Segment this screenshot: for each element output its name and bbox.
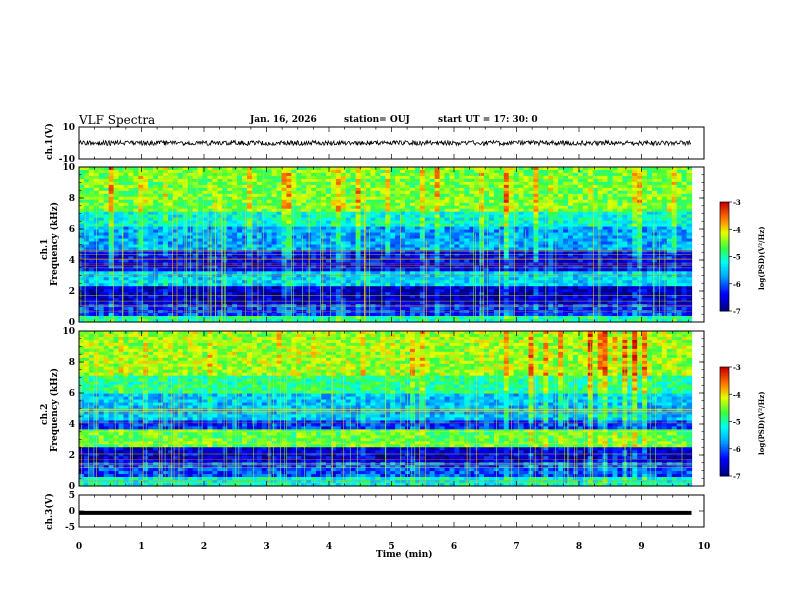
x-tick-label: 1 bbox=[138, 542, 144, 552]
colorbar-tick-label: -4 bbox=[733, 225, 741, 234]
ch1-waveform-trace bbox=[78, 139, 692, 147]
x-tick-label: 8 bbox=[576, 542, 582, 552]
colorbar-tick-label: -6 bbox=[733, 445, 741, 454]
ch2-spectrogram-ytick-label: 8 bbox=[69, 358, 75, 368]
x-tick-label: 3 bbox=[263, 542, 269, 552]
ch1-waveform-ytick-label: -10 bbox=[59, 155, 75, 165]
ch1-spectrogram-ytick-label: 8 bbox=[69, 194, 75, 204]
ch1-spectrogram-ytick-label: 2 bbox=[69, 287, 75, 297]
colorbar-tick-label: -7 bbox=[733, 472, 741, 481]
x-tick-label: 4 bbox=[326, 542, 332, 552]
ch2-spectrogram-image bbox=[79, 331, 693, 487]
ch2-spectrogram-ytick-label: 2 bbox=[69, 451, 75, 461]
ch3-waveform-ytick-label: 5 bbox=[69, 491, 75, 501]
station-label: station= OUJ bbox=[344, 115, 410, 125]
x-axis-label: Time (min) bbox=[376, 550, 433, 560]
colorbar-tick-label: -5 bbox=[733, 253, 741, 262]
ch1-spectrogram-ytick-label: 4 bbox=[69, 256, 75, 266]
ch2-spectrogram-ytick-label: 10 bbox=[62, 327, 75, 337]
x-tick-label: 0 bbox=[76, 542, 82, 552]
ch1-waveform-ytick-label: 10 bbox=[62, 123, 75, 133]
x-tick-label: 7 bbox=[513, 542, 519, 552]
ch1-spectrogram-ytick-label: 0 bbox=[69, 318, 75, 328]
colorbar-tick-label: -6 bbox=[733, 280, 741, 289]
colorbar-tick-label: -3 bbox=[733, 363, 741, 372]
colorbar-tick-label: -3 bbox=[733, 198, 741, 207]
ch3-waveform-ytick-label: -5 bbox=[65, 523, 75, 533]
chart-title: VLF Spectra bbox=[79, 113, 156, 127]
ch2-spectrogram-ytick-label: 4 bbox=[69, 420, 75, 430]
date-label: Jan. 16, 2026 bbox=[250, 115, 317, 125]
ch2-spectrogram-ytick-label: 6 bbox=[69, 389, 75, 399]
colorbar-tick-label: -4 bbox=[733, 390, 741, 399]
ch1-spectrogram-ytick-label: 6 bbox=[69, 225, 75, 235]
start-time-label: start UT = 17: 30: 0 bbox=[438, 115, 538, 125]
ch1-spectrogram-colorbar: -3 -4 -5 -6 -7 bbox=[719, 198, 741, 316]
x-tick-label: 2 bbox=[201, 542, 207, 552]
colorbar-tick-label: -5 bbox=[733, 418, 741, 427]
x-tick-label: 10 bbox=[698, 542, 711, 552]
ch1-spectrogram-image bbox=[79, 167, 693, 323]
ch2-spectrogram-ytick-label: 0 bbox=[69, 482, 75, 492]
x-tick-label: 5 bbox=[388, 542, 394, 552]
colorbar-tick-label: -7 bbox=[733, 307, 741, 316]
x-tick-label: 6 bbox=[451, 542, 457, 552]
ch2-spectrogram-colorbar: -3 -4 -5 -6 -7 bbox=[719, 363, 741, 481]
ch3-waveform-ytick-label: 0 bbox=[69, 507, 75, 517]
ch1-spectrogram-ytick-label: 10 bbox=[62, 163, 75, 173]
x-tick-label: 9 bbox=[638, 542, 644, 552]
